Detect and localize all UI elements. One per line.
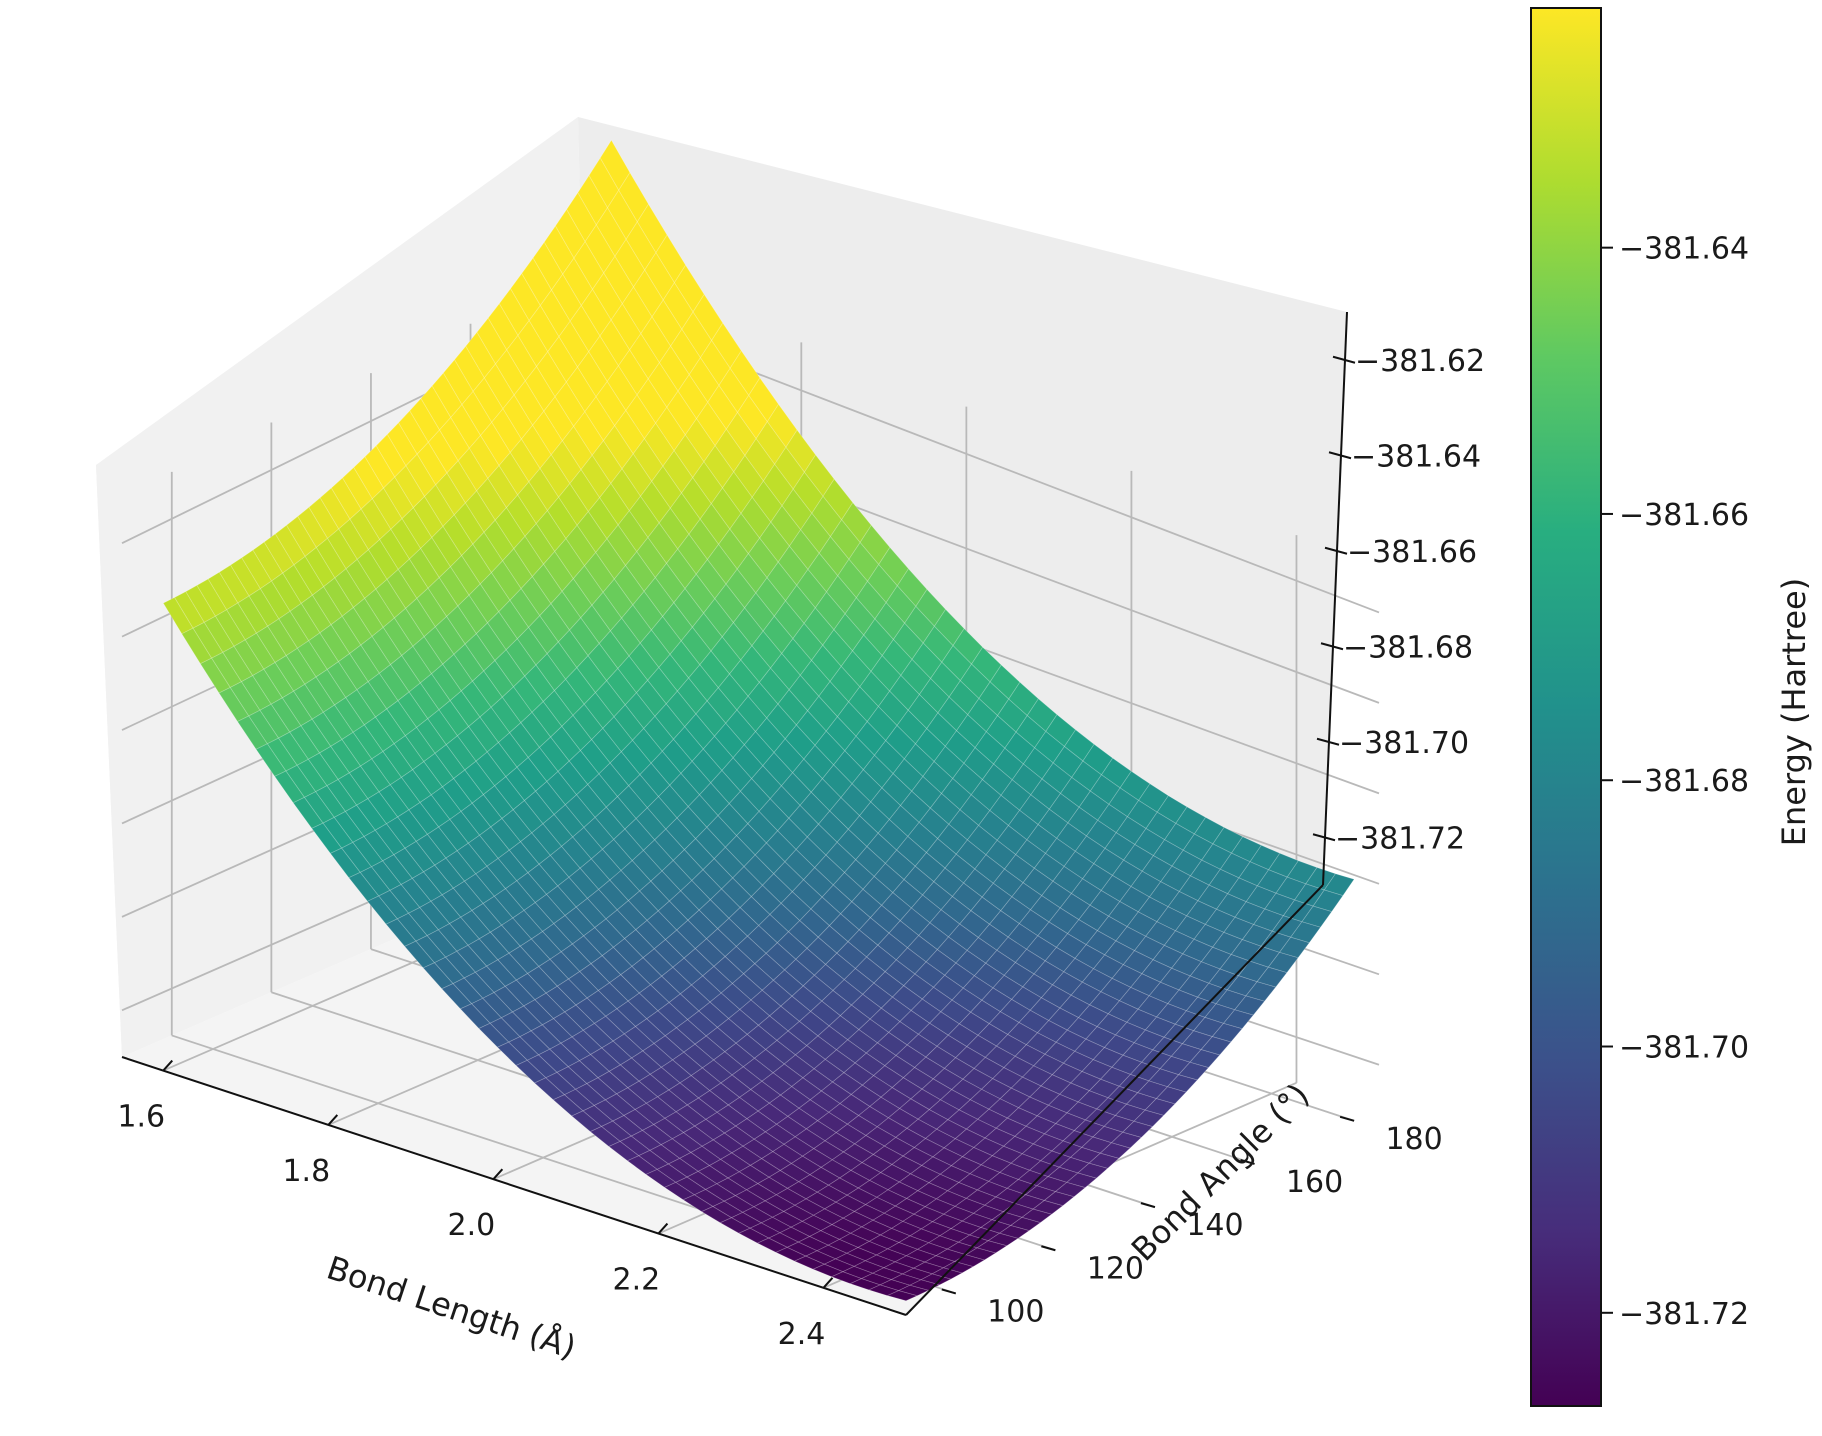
x-tick-mark — [492, 1168, 504, 1180]
z-tick-label: −381.66 — [1347, 535, 1477, 570]
surface-patch — [998, 1225, 1031, 1239]
surface-patch — [1256, 966, 1288, 988]
colorbar: −381.64 −381.66 −381.68 −381.70 −381.72 Ener… — [1530, 7, 1813, 1407]
y-tick-mark — [1140, 1202, 1156, 1209]
z-ticks: −381.62 −381.64 −381.66 −381.68 −381.70 −381.… — [1312, 344, 1485, 856]
z-tick-mark — [1312, 833, 1336, 842]
y-tick-label: 120 — [1087, 1251, 1144, 1286]
z-tick-label: −381.62 — [1355, 344, 1485, 379]
y-tick-label: 160 — [1286, 1165, 1343, 1200]
surface-patch — [886, 1290, 919, 1302]
x-tick-label: 2.4 — [778, 1317, 826, 1352]
x-ticks: 1.6 1.8 2.0 2.2 2.4 — [117, 1059, 834, 1352]
z-tick-mark — [1324, 546, 1348, 555]
y-axis-line — [905, 884, 1324, 1316]
x-tick-mark — [657, 1222, 669, 1235]
colorbar-ticks: −381.64 −381.66 −381.68 −381.70 −381.72 — [1601, 232, 1749, 1332]
y-ticks: 100 120 140 160 180 — [941, 1115, 1443, 1329]
surface-patch — [1211, 1022, 1243, 1043]
colorbar-gradient — [1530, 7, 1602, 1407]
x-tick-label: 2.0 — [448, 1208, 496, 1243]
x-axis-label: Bond Length (Å) — [322, 1249, 580, 1367]
surface-patch — [1054, 1181, 1087, 1198]
y-tick-label: 140 — [1186, 1208, 1243, 1243]
y-tick-label: 100 — [987, 1294, 1044, 1329]
surface-patch — [1267, 951, 1299, 974]
z-axis-line — [1322, 311, 1348, 886]
z-tick-mark — [1328, 451, 1352, 460]
x-tick-label: 1.6 — [117, 1100, 165, 1135]
surface-patch — [1088, 1152, 1120, 1169]
surface-patch — [1245, 981, 1277, 1002]
energy-surface — [162, 139, 1355, 1302]
z-tick-label: −381.64 — [1351, 439, 1481, 474]
surface-patch — [1121, 1120, 1154, 1138]
y-tick-label: 180 — [1385, 1122, 1442, 1157]
x-axis-line — [121, 1056, 907, 1316]
surface-patch — [1200, 1036, 1232, 1056]
x-tick-mark — [162, 1059, 174, 1072]
z-tick-mark — [1320, 642, 1344, 651]
colorbar-label: Energy (Hartree) — [1775, 578, 1813, 846]
x-tick-label: 1.8 — [282, 1154, 330, 1189]
z-tick-label: −381.72 — [1335, 821, 1465, 856]
x-tick-label: 2.2 — [613, 1263, 661, 1298]
axes-lines — [121, 311, 1348, 1316]
z-tick-mark — [1316, 737, 1340, 746]
z-tick-label: −381.70 — [1339, 726, 1469, 761]
y-tick-mark — [1041, 1245, 1056, 1252]
colorbar-tick-label: −381.72 — [1619, 1297, 1749, 1332]
colorbar-tick-label: −381.64 — [1619, 232, 1749, 267]
y-tick-mark — [941, 1288, 957, 1295]
surface-patch — [1278, 936, 1310, 959]
y-tick-mark — [1240, 1158, 1255, 1165]
surface-patch — [1099, 1142, 1131, 1159]
surface-patch — [1177, 1061, 1210, 1081]
z-tick-mark — [1332, 355, 1356, 364]
colorbar-tick-label: −381.68 — [1619, 764, 1749, 799]
x-tick-mark — [822, 1277, 834, 1289]
x-tick-mark — [327, 1114, 339, 1126]
colorbar-tick-label: −381.70 — [1619, 1031, 1749, 1066]
surface-patch — [987, 1232, 1019, 1247]
surface-patch — [1032, 1200, 1064, 1215]
z-tick-label: −381.68 — [1343, 630, 1473, 665]
surface-patch — [1155, 1086, 1187, 1105]
y-tick-mark — [1339, 1115, 1355, 1122]
colorbar-tick-label: −381.66 — [1619, 498, 1749, 533]
surface-patch — [1144, 1098, 1176, 1116]
